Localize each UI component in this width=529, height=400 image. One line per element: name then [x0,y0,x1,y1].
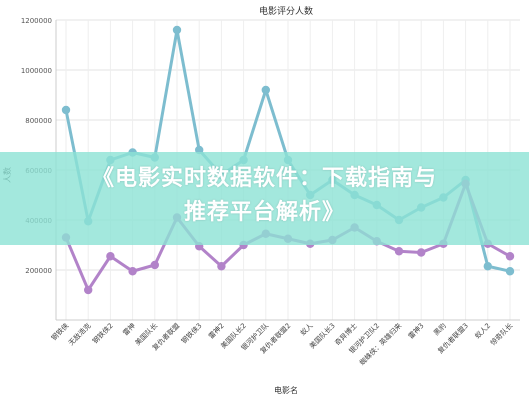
x-tick-label: 惊奇队长 [488,321,514,347]
x-tick-label: 蚁人 [298,321,314,337]
x-tick-label: 无敌浩克 [66,321,92,347]
series-1-point [172,25,182,35]
y-tick-label: 1000000 [21,67,52,75]
series-1-point [505,267,515,276]
series-2-point [84,285,93,295]
series-2-point [217,262,226,271]
x-tick-label: 钢铁侠3 [179,321,203,345]
y-tick-label: 200000 [25,267,52,275]
overlay-title: 《电影实时数据软件：下载指南与 推荐平台解析》 [0,162,529,230]
x-tick-label: 雷神2 [206,321,225,340]
series-2-point [150,260,159,270]
x-tick-label: 雷神 [121,321,137,337]
series-2-point [417,248,426,257]
x-tick-label: 钢铁侠 [49,321,70,342]
series-1-point [261,85,270,95]
chart-title: 电影评分人数 [259,5,313,17]
x-tick-label: 黑豹 [432,321,448,337]
series-1-point [61,105,71,115]
x-tick-label: 蚁人2 [473,321,492,340]
series-2-point [505,252,515,261]
y-tick-label: 1200000 [21,17,52,25]
overlay-title-line-2: 推荐平台解析》 [183,200,345,225]
overlay-banner [0,152,529,245]
x-tick-label: 雷神3 [406,321,425,340]
series-1-point [483,262,492,271]
y-tick-label: 800000 [25,117,52,125]
series-2-point [106,252,115,261]
x-axis-label: 电影名 [274,385,298,395]
overlay-title-line-1: 《电影实时数据软件：下载指南与 [91,166,437,191]
x-tick-label: 钢铁侠2 [90,321,114,345]
series-2-point [128,267,137,276]
series-2-point [394,247,404,256]
